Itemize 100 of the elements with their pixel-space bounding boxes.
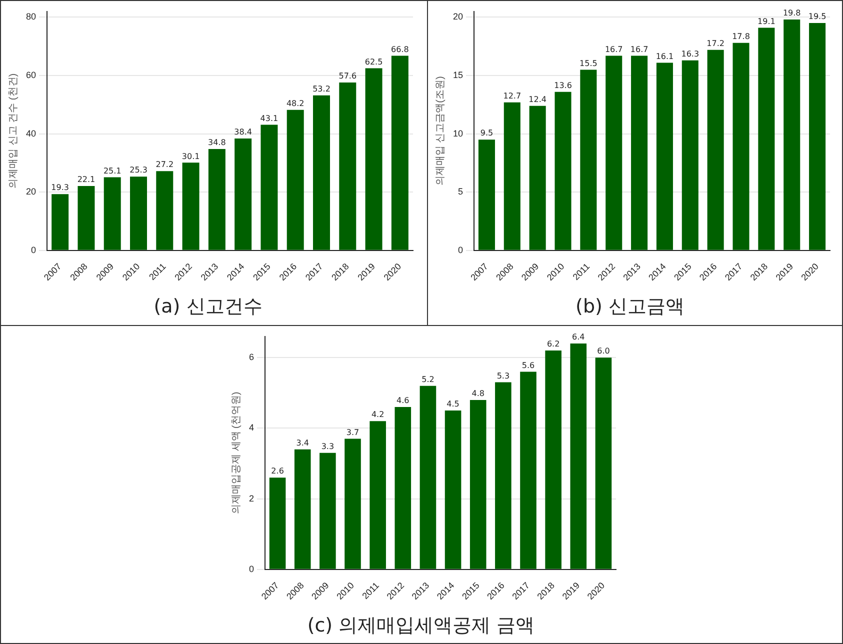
data-label: 57.6 [338, 72, 357, 81]
bar [595, 358, 612, 569]
data-label: 2.6 [271, 466, 284, 476]
y-tick-label: 60 [26, 70, 36, 80]
data-label: 38.4 [234, 128, 252, 137]
data-label: 27.2 [156, 160, 174, 170]
data-label: 4.5 [446, 400, 460, 409]
data-label: 13.6 [554, 80, 572, 90]
bar [104, 177, 121, 250]
bar [313, 95, 330, 250]
bar [391, 56, 408, 250]
bar [478, 140, 495, 250]
y-tick-label: 40 [26, 128, 36, 138]
data-label: 6.4 [572, 332, 585, 342]
bar [554, 92, 572, 250]
y-axis-title: 의제매입 신고금액(조원) [434, 76, 446, 186]
data-label: 19.3 [51, 183, 69, 192]
text: (a) 신고건수 [154, 296, 262, 318]
bar [545, 350, 562, 569]
bar [294, 449, 311, 569]
bar [78, 186, 95, 250]
data-label: 17.8 [732, 32, 750, 41]
bar [606, 56, 622, 250]
data-label: 25.3 [130, 166, 148, 175]
data-label: 34.8 [208, 138, 226, 148]
bar [394, 407, 412, 569]
data-label: 17.2 [706, 38, 724, 48]
data-label: 6.0 [597, 346, 610, 356]
data-label: 3.7 [346, 428, 360, 437]
bar [504, 102, 520, 250]
bar [758, 28, 775, 250]
bar [784, 20, 800, 250]
data-label: 16.1 [656, 52, 674, 61]
bar [339, 82, 356, 250]
data-label: 12.4 [528, 94, 546, 104]
data-label: 62.5 [364, 57, 383, 66]
y-tick-label: 15 [452, 70, 464, 80]
bar [365, 68, 382, 250]
y-tick-label: 0 [248, 564, 254, 574]
data-label: 19.5 [808, 12, 826, 22]
y-tick-label: 20 [452, 12, 464, 22]
data-label: 5.6 [522, 360, 535, 370]
y-tick-label: 10 [452, 128, 464, 138]
bar [260, 124, 278, 250]
bar [234, 138, 252, 250]
data-label: 53.2 [312, 84, 330, 94]
bar [344, 438, 361, 569]
bar [656, 62, 673, 250]
y-tick-label: 20 [26, 186, 36, 197]
y-tick-label: 2 [248, 493, 254, 504]
data-label: 66.8 [391, 44, 409, 54]
data-label: 30.1 [182, 152, 200, 161]
bar [156, 171, 174, 250]
data-label: 19.1 [758, 16, 776, 26]
bar [520, 372, 536, 569]
data-label: 9.5 [480, 128, 494, 138]
data-label: 4.8 [472, 389, 484, 398]
data-label: 3.4 [296, 438, 309, 448]
bar [570, 343, 587, 569]
y-tick-label: 4 [248, 422, 254, 433]
bar [320, 452, 336, 569]
data-label: 5.3 [496, 371, 510, 380]
y-axis-title: 의제매입공제 세액 (천억원) [230, 392, 242, 514]
bar [182, 162, 200, 250]
bar [420, 386, 436, 569]
bar [809, 23, 826, 250]
y-tick-label: 80 [26, 12, 36, 22]
bar [286, 110, 304, 250]
data-label: 16.7 [630, 44, 648, 54]
bar [370, 421, 386, 569]
data-label: 3.3 [321, 442, 334, 451]
data-label: 15.5 [580, 58, 598, 68]
bar [529, 106, 546, 250]
data-label: 16.3 [681, 49, 700, 58]
data-label: 4.6 [396, 396, 410, 406]
y-axis-title: 의제매입 신고 건수 (천건) [8, 73, 19, 188]
bar [580, 70, 597, 250]
data-label: 22.1 [77, 175, 96, 184]
bar [495, 382, 512, 569]
bar [470, 400, 486, 569]
data-label: 16.7 [604, 44, 623, 54]
data-label: 25.1 [103, 166, 122, 176]
bar [208, 148, 226, 250]
data-label: 48.2 [286, 98, 304, 108]
bar [682, 60, 698, 250]
data-label: 6.2 [546, 340, 560, 349]
bar [444, 410, 462, 569]
data-label: 43.1 [260, 114, 278, 123]
y-tick-label: 0 [458, 244, 464, 255]
bar [707, 50, 724, 250]
data-label: 12.7 [503, 91, 522, 100]
bar [130, 176, 148, 250]
text: (b) 신고금액 [576, 296, 684, 318]
bar [269, 478, 286, 569]
text: (c) 의제매입세액공제 금액 [307, 614, 535, 637]
data-label: 4.2 [371, 410, 384, 420]
y-tick-label: 0 [30, 244, 36, 255]
bar [631, 56, 648, 250]
data-label: 19.8 [782, 8, 801, 18]
y-tick-label: 5 [458, 186, 464, 197]
